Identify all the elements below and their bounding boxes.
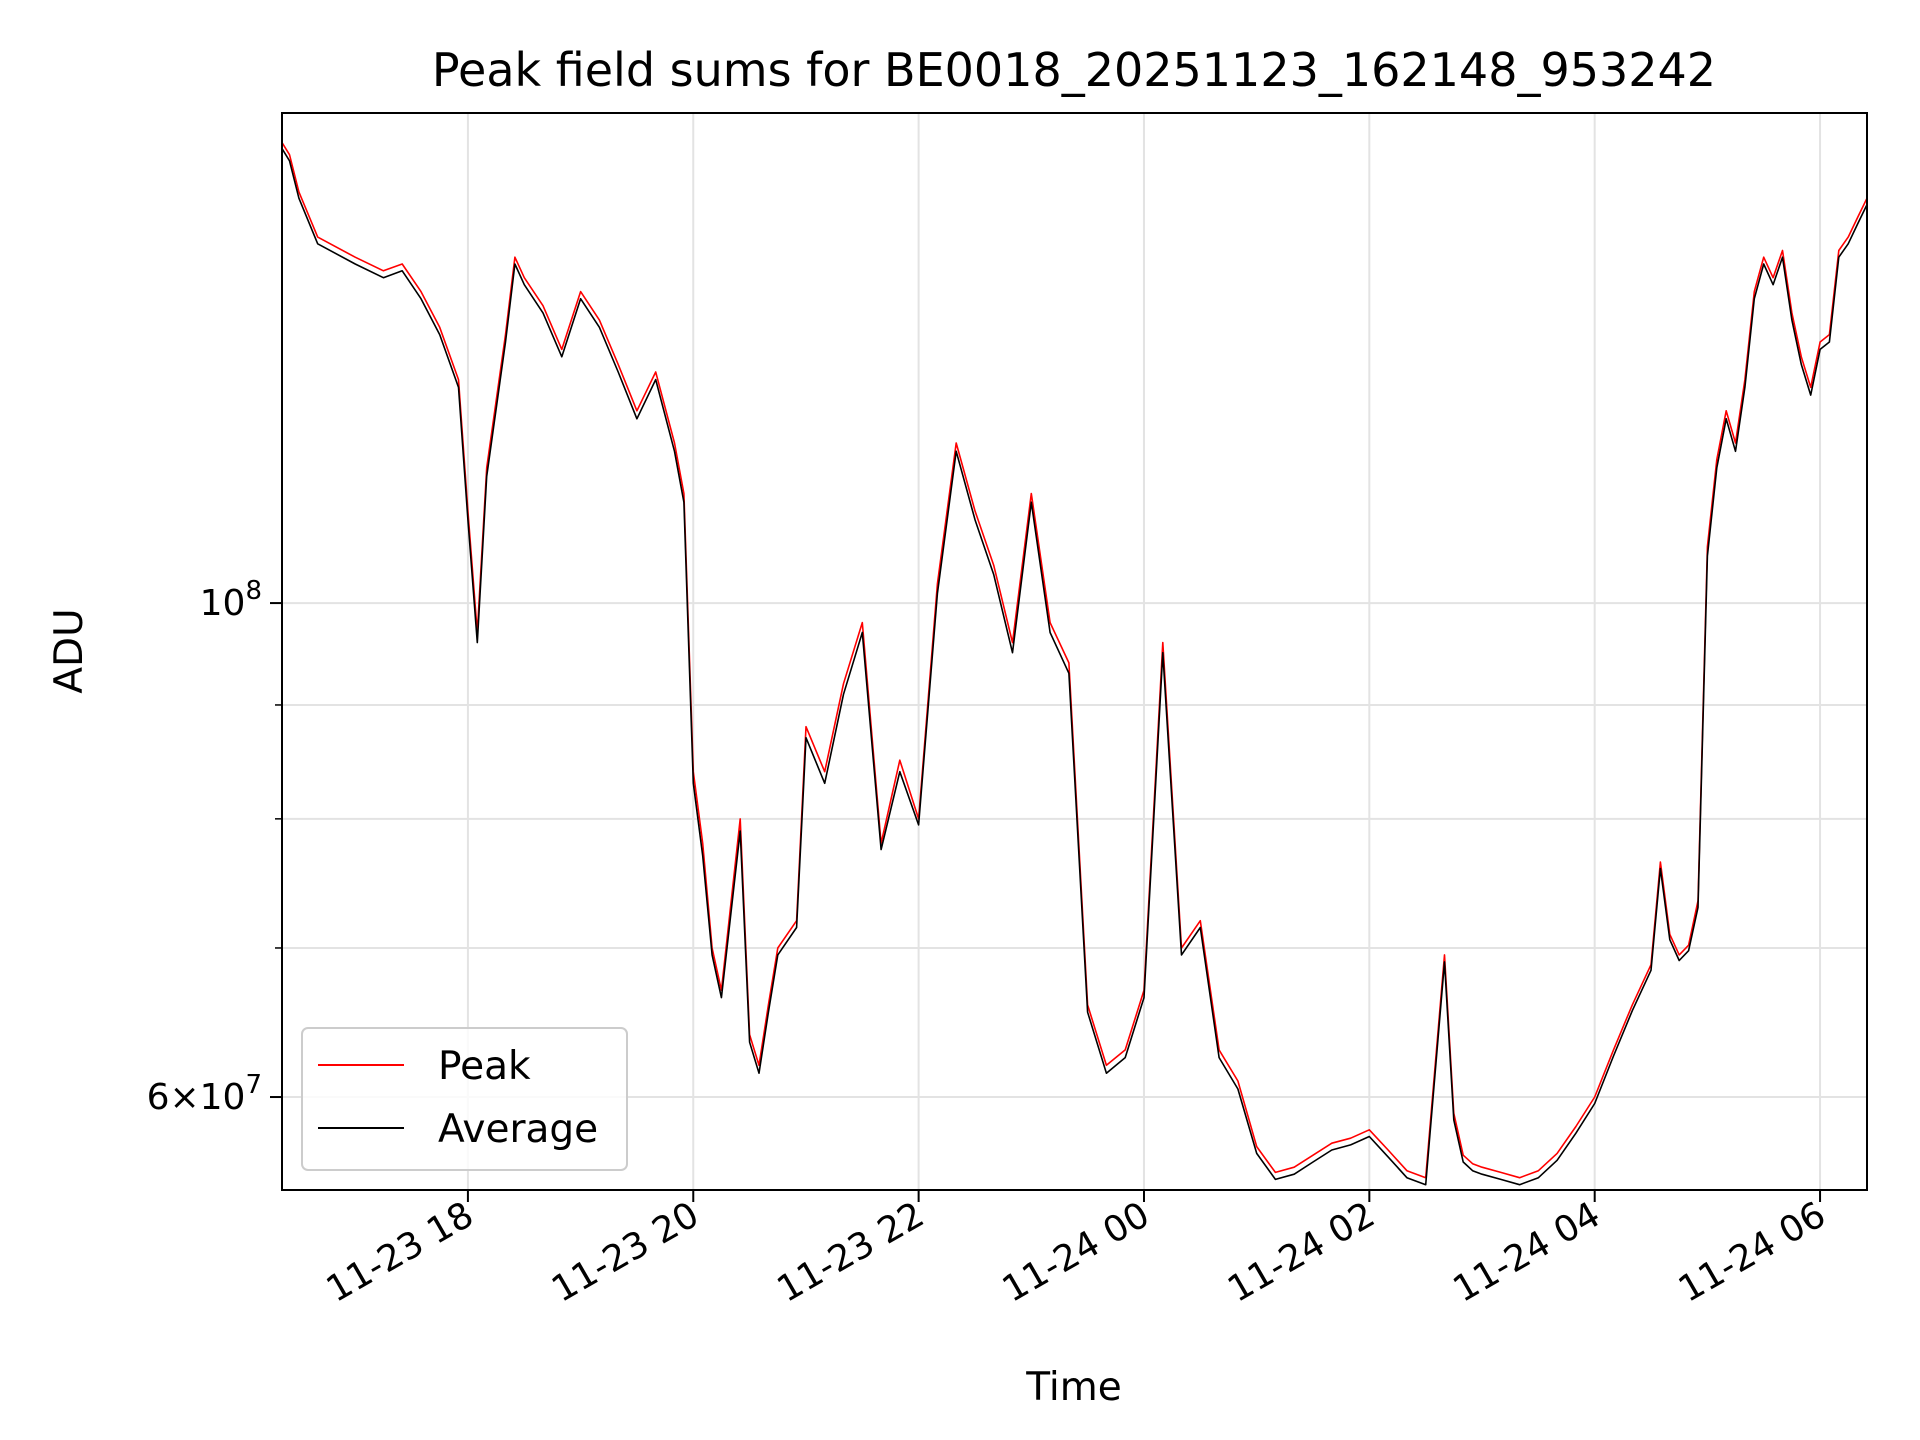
y-tick-base: 10 <box>200 1077 246 1118</box>
y-tick-label: 108 <box>200 576 262 624</box>
legend-box <box>301 1027 628 1171</box>
y-tick-base: 10 <box>200 583 246 624</box>
series-line-average <box>281 148 1868 1186</box>
x-axis-label: Time <box>1025 1365 1121 1410</box>
plot-frame <box>281 112 1868 1191</box>
y-tick-label: 6×107 <box>147 1070 262 1118</box>
legend-peak-label: Peak <box>438 1044 531 1089</box>
y-tick-exponent: 7 <box>245 1070 262 1100</box>
grid <box>282 113 1867 1190</box>
legend-average-label: Average <box>438 1107 598 1152</box>
chart-title: Peak field sums for BE0018_20251123_1621… <box>432 43 1716 97</box>
y-tick-base: 6× <box>147 1077 200 1118</box>
y-tick-exponent: 8 <box>245 576 262 606</box>
series-lines <box>281 142 1868 1186</box>
legend: Peak Average <box>301 1027 628 1171</box>
y-axis-label: ADU <box>47 608 92 693</box>
